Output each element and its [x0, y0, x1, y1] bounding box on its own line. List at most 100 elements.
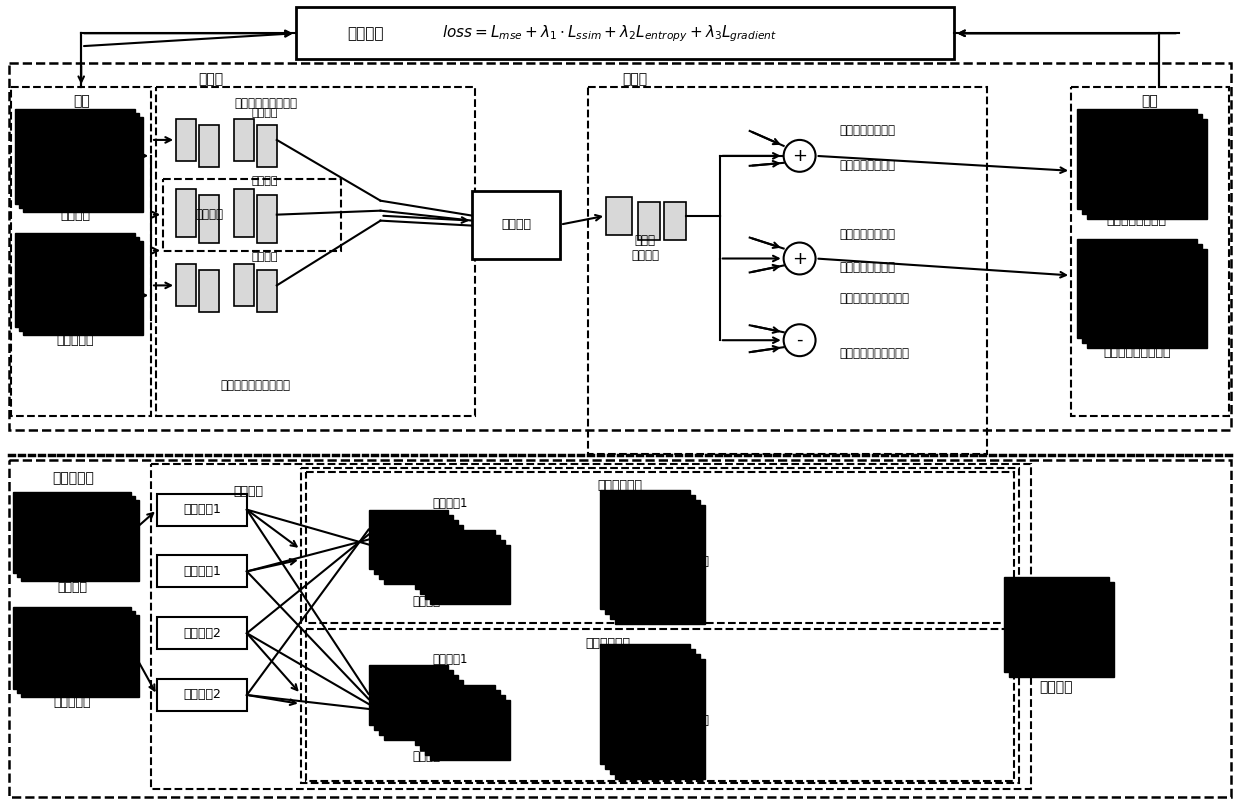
Text: 融合单元: 融合单元 [502, 218, 532, 231]
Text: 可见光图像的私有分支: 可见光图像的私有分支 [221, 378, 291, 391]
Text: $loss=L_{mse}+\lambda_1\cdot L_{ssim}+\lambda_2 L_{entropy}+\lambda_3 L_{gradien: $loss=L_{mse}+\lambda_1\cdot L_{ssim}+\l… [442, 23, 778, 44]
Bar [606, 197, 632, 235]
Bar [1077, 109, 1197, 209]
Bar [17, 611, 135, 693]
Bar [199, 194, 219, 243]
Text: 融合重构后的公共特征: 融合重构后的公共特征 [840, 347, 909, 360]
Text: 融合重构后的私有特征: 融合重构后的私有特征 [840, 292, 909, 305]
Text: +: + [792, 249, 807, 267]
Text: 私有特征1: 私有特征1 [183, 503, 221, 516]
Bar [256, 194, 276, 243]
Bar [301, 468, 1020, 783]
Bar [199, 270, 219, 312]
Bar [176, 119, 196, 161]
Bar [415, 529, 496, 589]
Bar [615, 504, 705, 625]
Bar [164, 179, 341, 250]
Bar [234, 119, 254, 161]
Text: 私有特征2: 私有特征2 [183, 688, 221, 701]
Bar [605, 495, 695, 614]
Text: 红外图像: 红外图像 [57, 581, 87, 594]
Bar [420, 690, 501, 750]
Text: 公共特征2: 公共特征2 [413, 595, 449, 608]
Bar [157, 617, 247, 649]
Bar [1077, 239, 1197, 338]
Bar [176, 265, 196, 307]
Bar [157, 679, 247, 711]
Text: 最大池化: 最大池化 [252, 108, 278, 118]
Bar [368, 665, 449, 725]
Bar [14, 608, 131, 689]
Bar [379, 675, 458, 735]
Text: 特征取大融合: 特征取大融合 [586, 637, 631, 650]
Text: -: - [797, 331, 803, 349]
Text: 融合图像: 融合图像 [1040, 680, 1073, 694]
Text: 公共特征2: 公共特征2 [183, 627, 221, 640]
Text: 重构后的公共分支: 重构后的公共分支 [840, 159, 896, 173]
Text: 重构后的可见光图像: 重构后的可见光图像 [1103, 345, 1171, 358]
Text: 编码层: 编码层 [198, 72, 223, 86]
Bar [1009, 583, 1114, 677]
Bar [157, 555, 247, 587]
Text: 输入: 输入 [73, 94, 89, 108]
Bar [420, 534, 501, 594]
Text: 重构后的私有分支: 重构后的私有分支 [840, 228, 896, 241]
Bar [306, 472, 1014, 623]
Bar [21, 615, 139, 697]
Text: 融合的
公共特征: 融合的 公共特征 [680, 541, 710, 568]
Bar [15, 109, 135, 203]
Bar [1070, 87, 1229, 416]
Text: 融合单元: 融合单元 [234, 485, 264, 498]
Bar [425, 540, 506, 600]
Bar [664, 202, 686, 240]
Text: 待融合图像: 待融合图像 [52, 470, 94, 485]
Bar [151, 464, 1031, 788]
Text: 特征加权融合: 特征加权融合 [597, 479, 643, 492]
Text: 红外图像的私有分支: 红外图像的私有分支 [234, 97, 297, 110]
Text: 最大池化: 最大池化 [252, 253, 278, 262]
Text: 上采样
共享权重: 上采样 共享权重 [631, 233, 659, 261]
Bar [638, 202, 660, 240]
Bar [368, 510, 449, 570]
Text: 重构后的红外图像: 重构后的红外图像 [1106, 214, 1167, 227]
Text: 输出: 输出 [1141, 94, 1158, 108]
Bar [234, 189, 254, 236]
Bar [306, 629, 1014, 780]
Bar [605, 649, 695, 769]
Bar [472, 190, 560, 258]
Text: 重构后的公共分支: 重构后的公共分支 [840, 261, 896, 274]
Circle shape [783, 324, 815, 356]
Bar [296, 7, 954, 59]
Text: 解码层: 解码层 [622, 72, 648, 86]
Bar [430, 700, 510, 759]
Text: 公共特征1: 公共特征1 [432, 497, 468, 510]
Bar [256, 125, 276, 167]
Bar [1087, 119, 1207, 219]
Text: 最大池化: 最大池化 [252, 176, 278, 186]
Text: 可见光图像: 可见光图像 [57, 334, 94, 347]
Bar [600, 490, 690, 609]
Bar [615, 659, 705, 779]
Bar [373, 670, 453, 730]
Bar [610, 500, 700, 619]
Bar [21, 500, 139, 581]
Bar [415, 685, 496, 745]
Text: 公共特征1: 公共特征1 [183, 565, 221, 578]
Bar [10, 460, 1230, 797]
Bar [430, 545, 510, 604]
Text: 可见光图像: 可见光图像 [53, 696, 90, 709]
Bar [373, 515, 453, 575]
Bar [379, 520, 458, 579]
Bar [256, 270, 276, 312]
Bar [176, 189, 196, 236]
Text: 红外图像: 红外图像 [61, 209, 90, 222]
Bar [14, 491, 131, 574]
Bar [17, 495, 135, 577]
Bar [589, 87, 987, 454]
Bar [384, 525, 463, 584]
Bar [610, 654, 700, 774]
Bar [234, 265, 254, 307]
Bar [199, 125, 219, 167]
Circle shape [783, 243, 815, 274]
Bar [24, 117, 142, 211]
